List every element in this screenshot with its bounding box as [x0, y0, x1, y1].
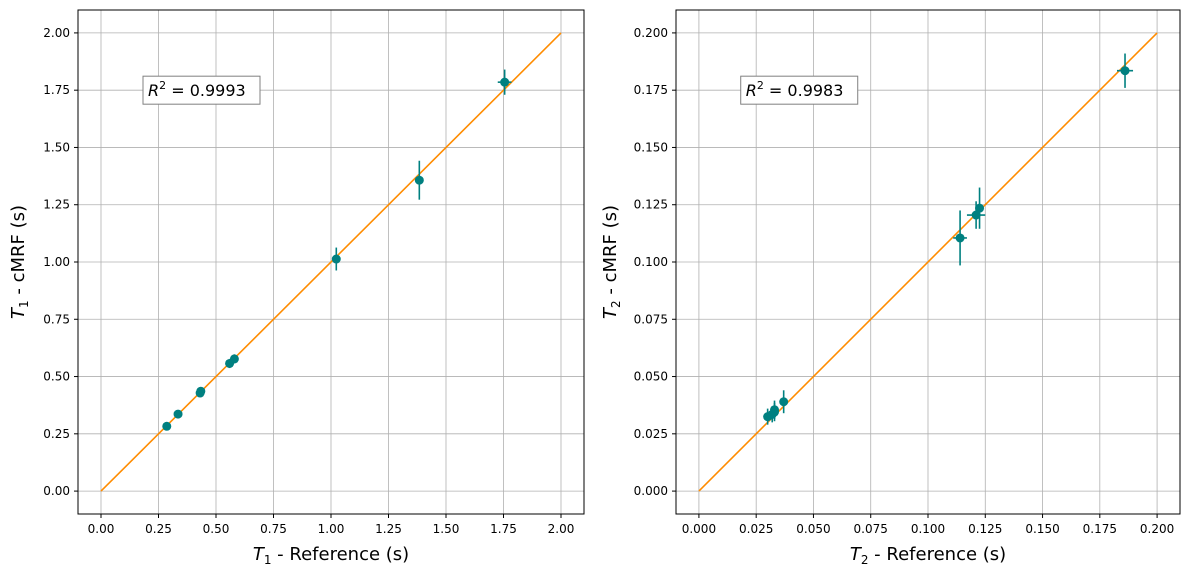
x-axis-label: T1 - Reference (s): [253, 544, 409, 567]
r-squared-annotation: R2 = 0.9993: [142, 75, 261, 105]
y-tick-label: 0.00: [43, 484, 70, 498]
x-tick-label: 0.200: [1140, 522, 1174, 536]
r-squared-annotation: R2 = 0.9983: [740, 75, 859, 105]
x-tick-label: 0.125: [968, 522, 1002, 536]
y-tick-label: 1.50: [43, 140, 70, 154]
x-axis-label: T2 - Reference (s): [850, 544, 1006, 567]
y-tick-label: 1.25: [43, 198, 70, 212]
data-point: [331, 247, 341, 271]
y-tick-label: 0.25: [43, 427, 70, 441]
data-point: [229, 354, 239, 364]
x-tick-label: 0.00: [88, 522, 115, 536]
point-marker: [173, 409, 183, 419]
x-tick-label: 0.100: [911, 522, 945, 536]
data-point: [173, 409, 183, 419]
data-point: [770, 402, 780, 422]
r-squared-text: R2 = 0.9983: [746, 79, 844, 100]
y-tick-label: 0.050: [634, 370, 668, 384]
point-marker: [331, 254, 341, 264]
annotation-box: [142, 75, 261, 105]
x-tick-label: 0.000: [682, 522, 716, 536]
y-tick-label: 0.150: [634, 140, 668, 154]
point-marker: [770, 407, 780, 417]
x-tick-label: 0.75: [260, 522, 287, 536]
x-tick-label: 2.00: [548, 522, 575, 536]
data-point: [1117, 53, 1134, 88]
point-marker: [779, 397, 789, 407]
y-tick-label: 0.200: [634, 26, 668, 40]
chart-panel-1: 0.00 0.25 0.50 0.75 1.00 1.25 1.50 1.75 2.00 0.00…: [8, 9, 585, 567]
x-tick-label: 1.00: [318, 522, 345, 536]
chart-panel-2: 0.000 0.025 0.050 0.075 0.100 0.125 0.150 0.175…: [600, 9, 1181, 567]
point-marker: [196, 386, 206, 396]
x-tick-label: 1.25: [375, 522, 402, 536]
x-tick-label: 0.25: [145, 522, 172, 536]
y-tick-label: 0.075: [634, 312, 668, 326]
x-tick-label: 1.50: [433, 522, 460, 536]
data-point: [414, 160, 424, 200]
y-tick-label: 0.125: [634, 198, 668, 212]
x-tick-label: 0.175: [1083, 522, 1117, 536]
y-tick-label: 1.00: [43, 255, 70, 269]
data-point: [953, 210, 967, 266]
point-marker: [229, 354, 239, 364]
x-tick-label: 0.075: [854, 522, 888, 536]
data-point: [975, 187, 985, 229]
point-marker: [162, 421, 172, 431]
y-tick-label: 1.75: [43, 83, 70, 97]
y-tick-label: 0.025: [634, 427, 668, 441]
x-tick-label: 0.025: [739, 522, 773, 536]
x-tick-label: 0.050: [796, 522, 830, 536]
point-marker: [975, 203, 985, 213]
point-marker: [414, 175, 424, 185]
r-squared-text: R2 = 0.9993: [148, 79, 246, 100]
point-marker: [1120, 66, 1130, 76]
data-point: [779, 390, 789, 414]
y-tick-label: 0.50: [43, 370, 70, 384]
data-point: [162, 421, 172, 431]
y-axis-label: T2 - cMRF (s): [600, 205, 623, 319]
x-tick-label: 0.50: [203, 522, 230, 536]
point-marker: [955, 233, 965, 243]
point-marker: [971, 210, 981, 220]
data-point: [196, 386, 206, 396]
x-tick-label: 0.150: [1025, 522, 1059, 536]
y-axis-label: T1 - cMRF (s): [8, 205, 31, 319]
y-tick-label: 0.175: [634, 83, 668, 97]
y-tick-label: 2.00: [43, 26, 70, 40]
annotation-box: [740, 75, 859, 105]
x-tick-label: 1.75: [490, 522, 517, 536]
y-tick-label: 0.100: [634, 255, 668, 269]
y-tick-label: 0.75: [43, 312, 70, 326]
point-marker: [500, 77, 510, 87]
data-point: [497, 69, 512, 95]
y-tick-label: 0.000: [634, 484, 668, 498]
